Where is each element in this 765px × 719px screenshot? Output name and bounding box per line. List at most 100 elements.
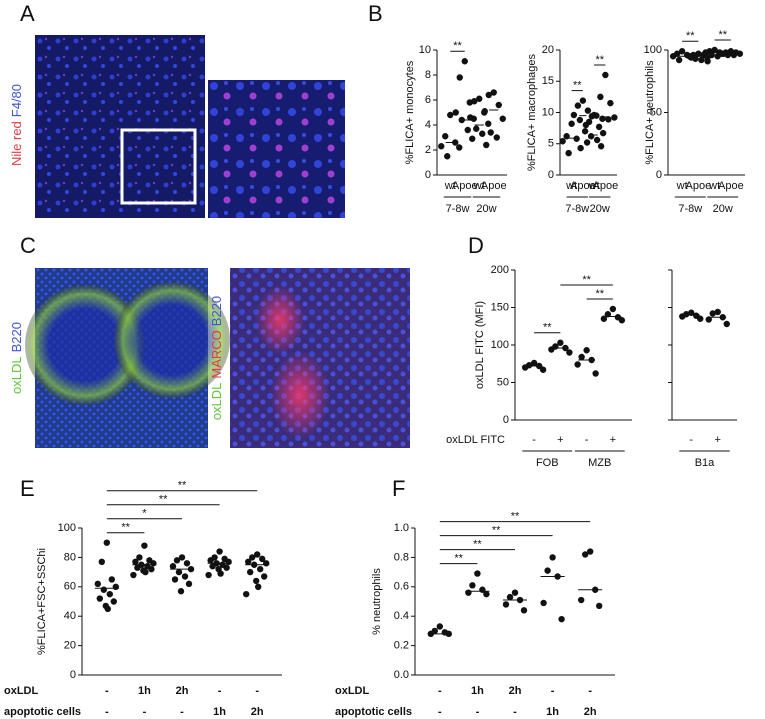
data-point (178, 554, 186, 561)
data-point (493, 134, 500, 141)
y-tick-label: 150 (491, 301, 509, 313)
row-value: - (218, 685, 222, 697)
sig-label: ** (121, 522, 130, 534)
data-point (549, 554, 556, 561)
data-point (558, 615, 565, 623)
group-label: 20w (476, 203, 496, 215)
row-value: - (180, 706, 184, 718)
data-point (106, 590, 114, 598)
row-value: - (588, 685, 592, 697)
row-value: - (476, 706, 480, 718)
panel-letter: B (368, 1, 383, 26)
data-point (134, 564, 141, 571)
x-tick-label: wt (588, 180, 600, 192)
data-point (540, 599, 547, 607)
y-tick-label: 200 (491, 264, 509, 276)
data-point (485, 91, 492, 99)
y-tick-label: 50 (650, 106, 662, 118)
data-point (217, 570, 224, 577)
sig-label: ** (595, 288, 604, 300)
data-point (249, 554, 256, 561)
row-value: 1h (546, 706, 559, 718)
data-point (247, 568, 254, 576)
data-point (253, 577, 260, 585)
label-part: Nile red (9, 121, 24, 166)
data-point (520, 607, 528, 614)
y-axis-label: %FLICA+FSC+SSChi (36, 548, 48, 655)
data-point (96, 595, 104, 602)
image-c (25, 268, 410, 448)
x-tick-label: Apoe (570, 180, 596, 192)
row-value: + (715, 434, 721, 446)
data-point (602, 71, 609, 79)
data-point (442, 133, 449, 140)
data-point (259, 555, 266, 563)
group-label: 20w (713, 203, 733, 215)
data-point (436, 623, 443, 630)
group-label: 7-8w (446, 203, 470, 215)
y-tick-label: 8 (425, 69, 431, 81)
data-point (245, 558, 252, 566)
label-part: B220 (209, 296, 224, 326)
x-tick-label: wt (473, 180, 485, 192)
data-point (593, 136, 601, 144)
data-point (173, 557, 181, 564)
y-tick-label: 2 (425, 144, 431, 156)
data-point (103, 539, 111, 546)
sig-label: ** (453, 40, 462, 52)
data-point (609, 305, 617, 313)
data-point (438, 143, 445, 150)
data-point (559, 138, 566, 145)
data-point (698, 56, 705, 64)
y-tick-label: 0 (425, 169, 431, 181)
data-point (483, 590, 490, 598)
data-point (714, 308, 721, 316)
data-point (506, 593, 514, 601)
data-point (171, 576, 179, 583)
data-point (263, 560, 270, 567)
row-value: - (438, 685, 442, 697)
sig-label: * (142, 508, 147, 520)
data-point (669, 53, 677, 60)
data-point (481, 108, 488, 115)
data-point (578, 353, 585, 361)
y-tick-label: 6 (425, 94, 431, 106)
data-point (216, 548, 223, 555)
sig-label: ** (718, 29, 727, 41)
group-label: 7-8w (565, 203, 589, 215)
data-point (185, 580, 193, 588)
data-point (110, 598, 118, 605)
data-point (581, 128, 589, 135)
y-tick-label: 0.0 (394, 669, 409, 681)
data-point (521, 364, 529, 371)
data-point (597, 143, 605, 150)
x-tick-label: Apoe (686, 180, 712, 192)
y-tick-label: 50 (497, 376, 509, 388)
data-point (261, 573, 268, 580)
data-point (675, 56, 683, 64)
data-point (207, 557, 214, 564)
y-tick-label: 100 (58, 522, 76, 534)
data-point (502, 601, 510, 608)
data-point (565, 149, 572, 157)
sig-label: ** (492, 524, 501, 536)
data-point (108, 576, 116, 583)
data-point (181, 573, 189, 580)
y-tick-label: 10 (542, 106, 554, 118)
data-point (530, 359, 538, 367)
data-point (464, 126, 471, 134)
row-value: 1h (138, 685, 151, 697)
image-label: Nile red F4/80 (9, 84, 24, 166)
data-point (587, 133, 595, 140)
data-point (471, 98, 478, 105)
data-point (473, 125, 480, 132)
data-point (597, 93, 604, 101)
y-axis-label: % neutrophils (371, 568, 383, 635)
data-point (548, 346, 555, 353)
row-label: oxLDL FITC (446, 434, 505, 446)
data-point (94, 580, 102, 588)
y-tick-label: 4 (425, 119, 431, 131)
data-point (697, 315, 704, 322)
